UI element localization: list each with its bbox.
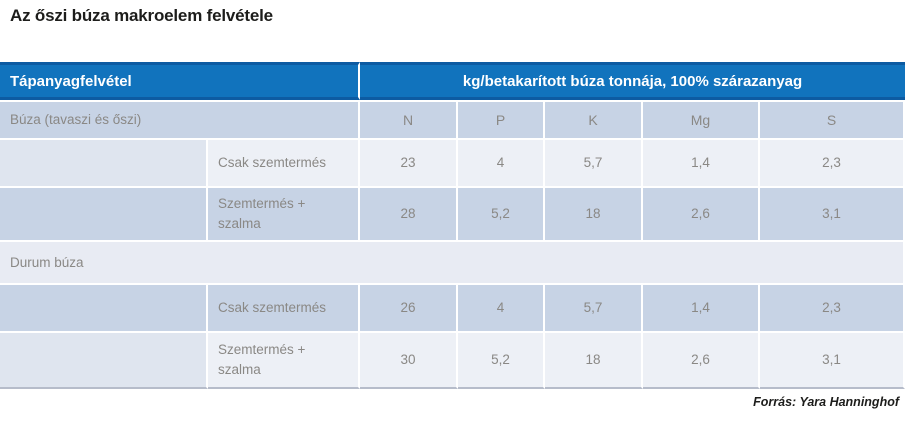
column-header-p: P bbox=[458, 100, 545, 140]
value-cell: 1,4 bbox=[643, 285, 760, 333]
value-cell: 5,7 bbox=[545, 140, 643, 188]
page-title: Az őszi búza makroelem felvétele bbox=[10, 6, 273, 25]
row-label: Szemtermés + szalma bbox=[208, 333, 360, 389]
column-header-mg: Mg bbox=[643, 100, 760, 140]
value-cell: 5,2 bbox=[458, 333, 545, 389]
column-header-k: K bbox=[545, 100, 643, 140]
value-cell: 23 bbox=[360, 140, 458, 188]
column-header-n: N bbox=[360, 100, 458, 140]
nutrient-uptake-table: Tápanyagfelvétel kg/betakarított búza to… bbox=[0, 62, 905, 389]
value-cell: 3,1 bbox=[760, 333, 905, 389]
row-label: Szemtermés + szalma bbox=[208, 188, 360, 242]
data-row-durum-szemtermes: Csak szemtermés 26 4 5,7 1,4 2,3 bbox=[0, 285, 905, 333]
value-cell: 2,6 bbox=[643, 333, 760, 389]
value-cell: 5,7 bbox=[545, 285, 643, 333]
section-label: Búza (tavaszi és őszi) bbox=[0, 100, 360, 140]
value-cell: 1,4 bbox=[643, 140, 760, 188]
value-cell: 26 bbox=[360, 285, 458, 333]
value-cell: 4 bbox=[458, 140, 545, 188]
value-cell: 2,6 bbox=[643, 188, 760, 242]
column-header-s: S bbox=[760, 100, 905, 140]
indent-cell bbox=[0, 140, 208, 188]
value-cell: 2,3 bbox=[760, 285, 905, 333]
value-cell: 28 bbox=[360, 188, 458, 242]
row-label: Csak szemtermés bbox=[208, 140, 360, 188]
value-cell: 18 bbox=[545, 333, 643, 389]
value-cell: 3,1 bbox=[760, 188, 905, 242]
section-row-buza: Búza (tavaszi és őszi) N P K Mg S bbox=[0, 100, 905, 140]
indent-cell bbox=[0, 188, 208, 242]
indent-cell bbox=[0, 285, 208, 333]
data-row-buza-szemtermes-szalma: Szemtermés + szalma 28 5,2 18 2,6 3,1 bbox=[0, 188, 905, 242]
header-cell-tapanyagfelvetel: Tápanyagfelvétel bbox=[0, 62, 360, 100]
row-label: Csak szemtermés bbox=[208, 285, 360, 333]
value-cell: 18 bbox=[545, 188, 643, 242]
section-row-durum: Durum búza bbox=[0, 242, 905, 285]
source-note: Forrás: Yara Hanninghof bbox=[753, 395, 899, 409]
section-label: Durum búza bbox=[0, 242, 905, 285]
header-cell-units: kg/betakarított búza tonnája, 100% szára… bbox=[360, 62, 905, 100]
data-row-durum-szemtermes-szalma: Szemtermés + szalma 30 5,2 18 2,6 3,1 bbox=[0, 333, 905, 389]
table-header: Tápanyagfelvétel kg/betakarított búza to… bbox=[0, 62, 905, 100]
value-cell: 4 bbox=[458, 285, 545, 333]
data-row-buza-szemtermes: Csak szemtermés 23 4 5,7 1,4 2,3 bbox=[0, 140, 905, 188]
value-cell: 2,3 bbox=[760, 140, 905, 188]
value-cell: 5,2 bbox=[458, 188, 545, 242]
value-cell: 30 bbox=[360, 333, 458, 389]
indent-cell bbox=[0, 333, 208, 389]
